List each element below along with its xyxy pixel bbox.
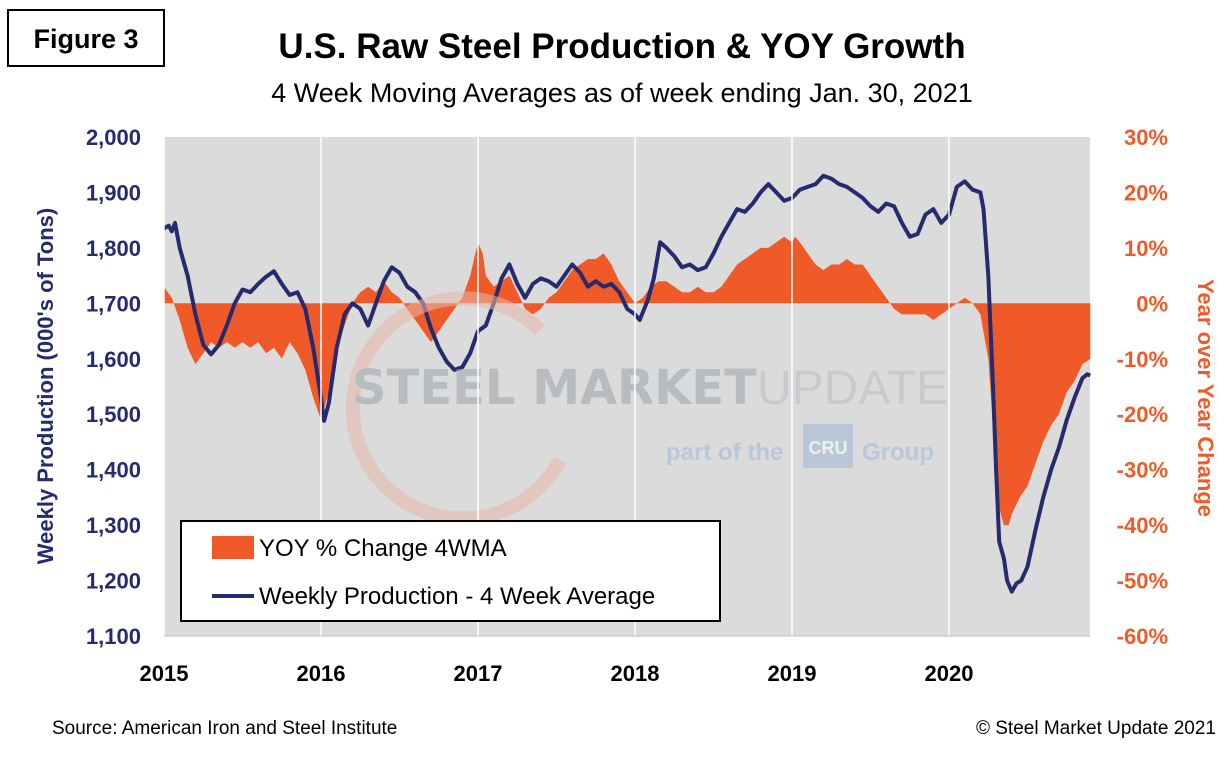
- y-tick-label: 1,700: [86, 291, 141, 316]
- y2-tick-label: 20%: [1124, 180, 1168, 205]
- legend-label-production: Weekly Production - 4 Week Average: [259, 583, 655, 610]
- right-axis-ticks: -60% -50% -40% -30% -20% -10% 0% 10% 20% 30%: [1117, 125, 1168, 649]
- watermark-tagline-a: part of the: [666, 439, 783, 466]
- chart-subtitle: 4 Week Moving Averages as of week ending…: [271, 78, 972, 108]
- watermark-arc: [345, 291, 567, 526]
- watermark-text-a: STEEL MARKET: [352, 360, 757, 416]
- y-tick-label: 2,000: [86, 125, 141, 150]
- watermark-badge-box: [803, 424, 853, 468]
- y2-axis-label: Year over Year Change: [1193, 279, 1218, 517]
- watermark-tagline-b: Group: [862, 439, 934, 466]
- chart-title: U.S. Raw Steel Production & YOY Growth: [278, 27, 965, 66]
- y2-tick-label: -60%: [1117, 624, 1168, 649]
- x-tick-label: 2015: [140, 661, 189, 686]
- y-tick-label: 1,100: [86, 624, 141, 649]
- x-tick-label: 2020: [925, 661, 974, 686]
- legend-swatch-yoy: [212, 536, 254, 559]
- y-tick-label: 1,400: [86, 458, 141, 483]
- x-tick-label: 2016: [297, 661, 346, 686]
- x-axis-ticks: 2015 2016 2017 2018 2019 2020: [140, 137, 1090, 686]
- y2-tick-label: -20%: [1117, 402, 1168, 427]
- watermark-badge: CRU: [809, 438, 848, 458]
- x-tick-label: 2018: [611, 661, 660, 686]
- source-note: Source: American Iron and Steel Institut…: [52, 718, 397, 739]
- watermark: STEEL MARKET UPDATE part of the CRU Grou…: [345, 291, 948, 526]
- legend-box: [180, 520, 721, 622]
- figure-label-box: [7, 9, 165, 67]
- y-tick-label: 1,300: [86, 513, 141, 538]
- y2-tick-label: -50%: [1117, 569, 1168, 594]
- y2-tick-label: 0%: [1136, 291, 1168, 316]
- x-tick-label: 2017: [454, 661, 503, 686]
- y-tick-label: 1,900: [86, 180, 141, 205]
- y-axis-label: Weekly Production (000's of Tons): [33, 208, 58, 564]
- y-tick-label: 1,200: [86, 569, 141, 594]
- left-axis-ticks: 1,100 1,200 1,300 1,400 1,500 1,600 1,700 1,800…: [86, 125, 141, 649]
- y2-tick-label: 30%: [1124, 125, 1168, 150]
- legend-label-yoy: YOY % Change 4WMA: [259, 535, 507, 562]
- production-line-layer: [162, 173, 1091, 594]
- production-line: [162, 173, 1091, 594]
- y-tick-label: 1,800: [86, 236, 141, 261]
- y2-tick-label: 10%: [1124, 236, 1168, 261]
- figure-label: Figure 3: [33, 24, 138, 54]
- legend: YOY % Change 4WMA Weekly Production - 4 …: [180, 520, 721, 622]
- x-tick-label: 2019: [768, 661, 817, 686]
- y-tick-label: 1,600: [86, 347, 141, 372]
- y2-tick-label: -30%: [1117, 458, 1168, 483]
- watermark-text-b: UPDATE: [757, 362, 948, 415]
- y-tick-label: 1,500: [86, 402, 141, 427]
- copyright-note: © Steel Market Update 2021: [976, 718, 1216, 739]
- y2-tick-label: -40%: [1117, 513, 1168, 538]
- y2-tick-label: -10%: [1117, 347, 1168, 372]
